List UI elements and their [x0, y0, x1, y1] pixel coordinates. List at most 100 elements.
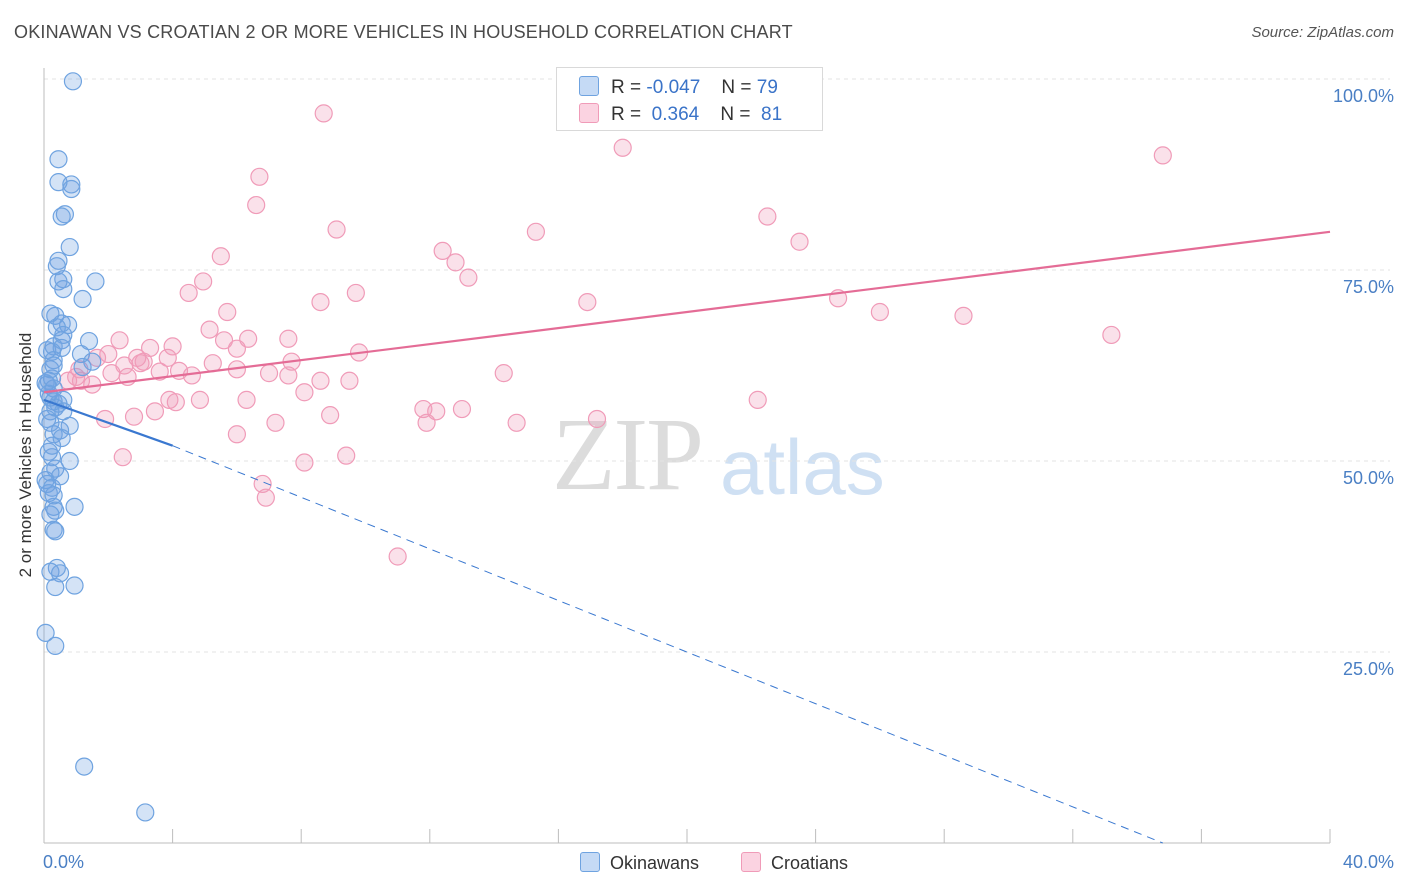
croatian-point	[1102, 325, 1121, 345]
okinawan-trend-line	[43, 398, 173, 447]
okinawan-point	[52, 428, 71, 448]
croatian-point	[145, 402, 165, 421]
croatian-point	[459, 268, 478, 287]
okinawan-point	[63, 72, 83, 91]
croatian-point	[237, 390, 256, 409]
croatian-point	[253, 474, 272, 494]
y-axis-label: 2 or more Vehicles in Household	[16, 332, 35, 578]
okinawan-point	[73, 357, 92, 377]
croatian-point	[227, 339, 246, 358]
croatian-point	[115, 356, 134, 375]
okinawan-point	[60, 237, 79, 257]
okinawan-point	[50, 564, 70, 583]
n-label: N =	[721, 77, 752, 98]
croatian-point	[266, 413, 285, 432]
croatian-point	[295, 383, 314, 402]
croatian-point	[954, 306, 973, 325]
legend-row-okinawans: R = -0.047 N = 79	[579, 76, 778, 99]
okinawan-point	[38, 375, 57, 394]
croatian-point	[179, 283, 198, 303]
croatian-point	[337, 446, 356, 465]
croatian-point	[790, 232, 809, 251]
croatian-point	[67, 367, 86, 387]
okinawan-point	[50, 467, 70, 486]
okinawan-point	[46, 577, 65, 597]
croatian-point	[311, 292, 330, 312]
okinawan-point	[54, 270, 73, 289]
croatian-point	[124, 407, 144, 426]
n-value: 79	[756, 77, 778, 98]
okinawan-point	[79, 331, 99, 351]
croatian-point	[321, 406, 340, 425]
croatian-point	[214, 331, 234, 350]
croatian-point	[578, 292, 597, 312]
croatian-point	[494, 364, 513, 383]
y-tick-label: 25.0%	[1342, 659, 1394, 679]
croatian-point	[203, 354, 222, 373]
okinawan-point	[46, 306, 65, 325]
croatian-point	[190, 390, 210, 409]
croatian-point	[295, 453, 314, 472]
okinawan-point	[42, 436, 62, 455]
okinawan-point	[54, 325, 73, 345]
croatian-point	[99, 344, 118, 364]
okinawan-point	[41, 413, 60, 432]
legend-swatch	[579, 76, 599, 96]
stats-legend: R = -0.047 N = 79 R = 0.364 N = 81	[556, 67, 823, 131]
okinawan-point	[39, 483, 58, 503]
okinawan-point	[60, 451, 79, 471]
watermark-atlas: atlas	[720, 423, 885, 511]
r-value: 0.364	[646, 104, 700, 125]
legend-swatch	[741, 852, 761, 872]
croatian-point	[758, 207, 777, 226]
okinawan-trend-extension	[172, 445, 1164, 844]
croatian-point	[870, 302, 890, 322]
okinawan-point	[65, 576, 84, 595]
okinawan-point	[36, 623, 55, 643]
croatian-point	[346, 283, 365, 303]
croatian-point	[388, 547, 407, 566]
okinawan-point	[49, 150, 68, 169]
okinawan-point	[52, 207, 71, 226]
croatian-point	[613, 138, 632, 157]
croatian-point	[218, 302, 237, 322]
legend-label: Croatians	[771, 853, 849, 873]
croatian-point	[166, 393, 185, 412]
croatian-point	[227, 425, 246, 444]
croatian-point	[1153, 146, 1172, 165]
y-tick-label: 50.0%	[1342, 468, 1394, 488]
n-value: 81	[761, 104, 783, 125]
x-tick-label: 0.0%	[43, 852, 85, 872]
r-label: R =	[611, 104, 642, 125]
okinawan-point	[54, 280, 73, 299]
legend-label: Okinawans	[610, 853, 700, 873]
okinawan-point	[46, 522, 65, 541]
croatian-point	[134, 352, 153, 371]
croatian-point	[340, 371, 359, 390]
legend-row-croatians: R = 0.364 N = 81	[579, 103, 782, 126]
r-value: -0.047	[646, 77, 701, 98]
croatian-point	[247, 195, 266, 215]
okinawan-point	[44, 356, 63, 375]
legend-item-okinawans: Okinawans	[580, 852, 699, 874]
croatian-point	[110, 331, 129, 350]
croatian-trend-line	[43, 230, 1331, 394]
okinawan-point	[59, 315, 78, 335]
croatian-point	[433, 241, 452, 260]
croatian-point	[200, 320, 219, 339]
okinawan-point	[75, 757, 94, 776]
croatian-point	[279, 366, 298, 385]
croatian-point	[150, 362, 169, 381]
croatian-point	[194, 272, 213, 291]
croatian-point	[327, 220, 346, 239]
okinawan-point	[39, 384, 58, 403]
croatian-point	[507, 413, 526, 432]
croatian-point	[113, 448, 132, 467]
r-label: R =	[611, 77, 642, 98]
chart-title: OKINAWAN VS CROATIAN 2 OR MORE VEHICLES …	[14, 22, 793, 42]
y-tick-label: 100.0%	[1332, 86, 1394, 106]
croatian-point	[748, 390, 767, 409]
okinawan-point	[83, 352, 102, 371]
n-label: N =	[720, 104, 751, 125]
